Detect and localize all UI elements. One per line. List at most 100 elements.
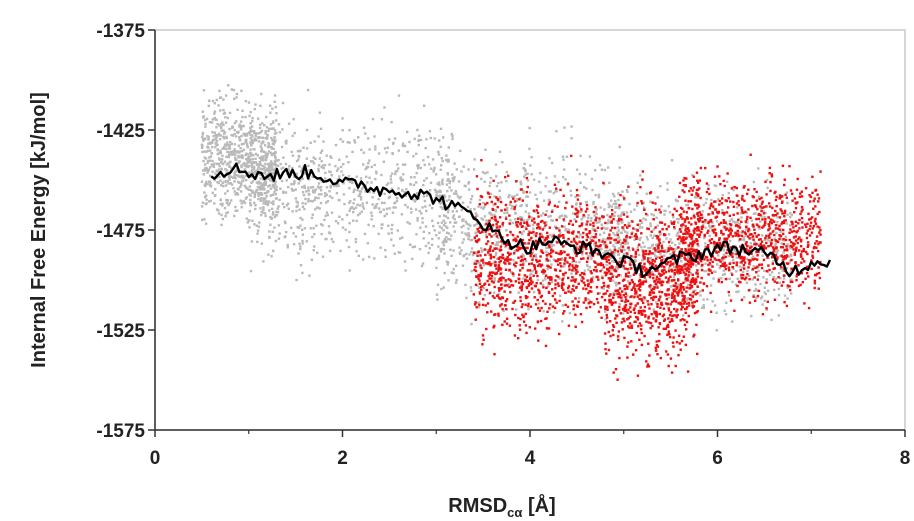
red-data-point	[643, 208, 646, 211]
red-data-point	[639, 186, 642, 189]
gray-data-point	[686, 297, 690, 300]
red-data-point	[649, 191, 653, 194]
gray-data-point	[235, 150, 239, 154]
gray-data-point	[249, 151, 252, 154]
gray-data-point	[260, 213, 263, 217]
gray-data-point	[491, 226, 494, 229]
red-data-point	[682, 286, 685, 289]
gray-data-point	[396, 229, 399, 232]
gray-data-point	[209, 155, 213, 158]
red-data-point	[493, 353, 496, 356]
gray-data-point	[258, 126, 262, 130]
red-data-point	[625, 234, 629, 237]
gray-data-point	[268, 145, 272, 149]
gray-data-point	[348, 180, 352, 183]
gray-data-point	[214, 145, 217, 149]
gray-data-point	[520, 204, 523, 207]
red-data-point	[572, 304, 576, 307]
gray-data-point	[357, 136, 360, 139]
gray-data-point	[720, 277, 723, 280]
red-data-point	[509, 252, 512, 255]
gray-data-point	[660, 205, 663, 208]
red-data-point	[655, 278, 658, 281]
gray-data-point	[317, 167, 320, 171]
gray-data-point	[483, 180, 486, 183]
red-data-point	[506, 255, 509, 259]
gray-data-point	[319, 201, 323, 205]
gray-data-point	[437, 153, 441, 156]
gray-data-point	[462, 224, 465, 228]
gray-data-point	[624, 291, 627, 294]
gray-data-point	[399, 177, 402, 180]
gray-data-point	[227, 175, 231, 179]
gray-data-point	[492, 261, 495, 265]
gray-data-point	[387, 232, 390, 235]
red-data-point	[529, 254, 532, 258]
gray-data-point	[722, 225, 725, 228]
gray-data-point	[267, 150, 271, 153]
red-data-point	[708, 207, 711, 210]
red-data-point	[666, 333, 669, 337]
gray-data-point	[675, 234, 678, 237]
gray-data-point	[489, 176, 493, 180]
gray-data-point	[459, 149, 462, 153]
red-data-point	[481, 343, 484, 346]
gray-data-point	[207, 168, 210, 171]
gray-data-point	[736, 277, 739, 280]
red-data-point	[525, 176, 529, 180]
red-data-point	[515, 221, 518, 224]
gray-data-point	[276, 211, 280, 214]
gray-data-point	[493, 277, 496, 280]
red-data-point	[670, 317, 673, 321]
red-data-point	[601, 263, 605, 267]
gray-data-point	[744, 228, 748, 231]
gray-data-point	[613, 247, 616, 250]
gray-data-point	[610, 205, 613, 208]
red-data-point	[596, 226, 600, 229]
gray-data-point	[264, 214, 267, 218]
red-data-point	[476, 187, 479, 191]
gray-data-point	[247, 158, 250, 162]
red-data-point	[508, 214, 511, 217]
red-data-point	[562, 234, 565, 237]
red-data-point	[567, 324, 571, 327]
gray-data-point	[627, 221, 630, 225]
red-data-point	[636, 302, 639, 305]
red-data-point	[511, 284, 515, 287]
gray-data-point	[238, 136, 241, 139]
gray-data-point	[594, 169, 597, 172]
gray-data-point	[571, 261, 574, 264]
red-data-point	[689, 265, 693, 268]
red-data-point	[535, 282, 538, 285]
gray-data-point	[339, 138, 342, 141]
gray-data-point	[565, 228, 568, 231]
red-data-point	[623, 224, 627, 227]
red-data-point	[656, 269, 659, 272]
red-data-point	[780, 265, 783, 269]
red-data-point	[532, 274, 535, 277]
red-data-point	[553, 183, 557, 186]
gray-data-point	[388, 138, 391, 141]
gray-data-point	[301, 167, 304, 170]
gray-data-point	[572, 277, 575, 280]
gray-data-point	[237, 188, 240, 191]
gray-data-point	[579, 154, 582, 157]
red-data-point	[652, 218, 655, 221]
gray-data-point	[473, 223, 477, 227]
gray-data-point	[622, 228, 625, 231]
gray-data-point	[309, 141, 312, 144]
red-data-point	[559, 262, 562, 265]
gray-data-point	[228, 143, 231, 147]
gray-data-point	[237, 160, 241, 163]
red-data-point	[724, 267, 728, 271]
gray-data-point	[589, 236, 592, 240]
red-data-point	[776, 212, 779, 215]
red-data-point	[528, 231, 531, 234]
red-data-point	[532, 217, 536, 221]
gray-data-point	[238, 150, 241, 153]
gray-data-point	[286, 246, 289, 249]
red-data-point	[551, 305, 555, 308]
red-data-point	[677, 290, 681, 293]
red-data-point	[574, 251, 577, 255]
gray-data-point	[467, 227, 470, 230]
